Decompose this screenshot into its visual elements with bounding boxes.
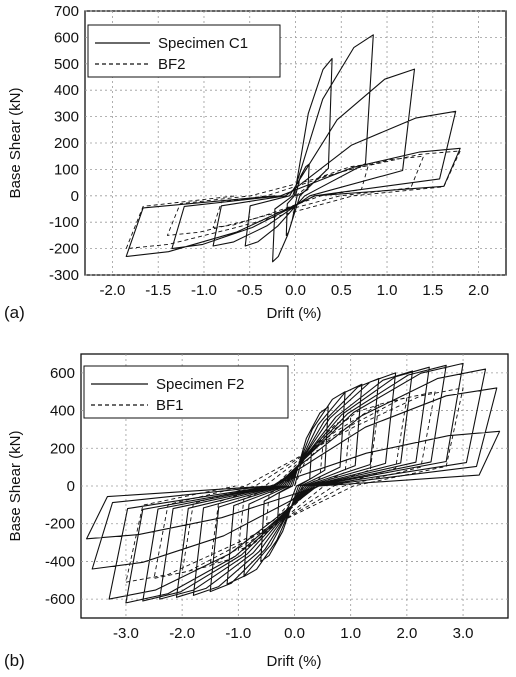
panel-tag-b: (b) (4, 651, 25, 670)
y-tick-label: -300 (49, 267, 79, 284)
x-tick-label: 3.0 (453, 625, 474, 642)
panel-b: -3.0 -2.0 -1.0 0.0 1.0 2.0 3.0 -600 -400 -200 0 200… (4, 353, 509, 670)
y-tick-label: 600 (54, 29, 79, 46)
y-axis-label: Base Shear (kN) (7, 88, 24, 199)
x-axis-label: Drift (%) (267, 653, 322, 670)
series-line-bf2 (125, 150, 461, 250)
panel-a: -2.0 -1.5 -1.0 -0.5 0.0 0.5 1.0 1.5 2.0 -300 -200 -… (4, 3, 507, 322)
x-tick-label: -3.0 (113, 625, 139, 642)
x-tick-label: 2.0 (396, 625, 417, 642)
x-tick-label: -1.5 (145, 282, 171, 299)
x-tick-label: -1.0 (225, 625, 251, 642)
x-tick-label: -1.0 (191, 282, 217, 299)
y-tick-label: -400 (45, 553, 75, 570)
x-tick-label: 1.0 (377, 282, 398, 299)
y-tick-label: -100 (49, 214, 79, 231)
y-tick-label: 200 (50, 440, 75, 457)
y-tick-label: 0 (67, 478, 75, 495)
y-tick-label: 600 (50, 365, 75, 382)
x-tick-label: 1.5 (422, 282, 443, 299)
y-tick-label: 200 (54, 135, 79, 152)
x-tick-label: 0.0 (284, 625, 305, 642)
y-tick-label: 400 (54, 82, 79, 99)
series-line-specimen-f2 (86, 362, 501, 604)
legend-box (83, 365, 289, 419)
x-tick-label: -2.0 (169, 625, 195, 642)
curves (125, 34, 461, 263)
y-tick-label: 300 (54, 109, 79, 126)
legend-entry-specimen-f2: Specimen F2 (156, 376, 244, 393)
series-line-specimen-c1 (125, 34, 461, 263)
x-tick-label: 1.0 (340, 625, 361, 642)
y-axis-label: Base Shear (kN) (7, 431, 24, 542)
legend: Specimen C1 BF2 (87, 24, 281, 78)
y-tick-label: 500 (54, 56, 79, 73)
curves (86, 362, 501, 604)
y-tick-label: 0 (71, 188, 79, 205)
x-tick-label: 0.0 (285, 282, 306, 299)
x-tick-label: 0.5 (331, 282, 352, 299)
x-tick-label: 2.0 (468, 282, 489, 299)
x-axis-label: Drift (%) (267, 305, 322, 322)
legend-entry-bf1: BF1 (156, 397, 184, 414)
legend-box (87, 24, 281, 78)
x-tick-label: -0.5 (237, 282, 263, 299)
tick-labels: -2.0 -1.5 -1.0 -0.5 0.0 0.5 1.0 1.5 2.0 -300 -200 -… (49, 3, 489, 299)
y-tick-label: 100 (54, 161, 79, 178)
x-tick-label: -2.0 (100, 282, 126, 299)
series-line-bf1 (125, 387, 464, 583)
y-tick-label: -200 (45, 516, 75, 533)
legend: Specimen F2 BF1 (83, 365, 289, 419)
y-tick-label: 700 (54, 3, 79, 20)
tick-labels: -3.0 -2.0 -1.0 0.0 1.0 2.0 3.0 -600 -400 -200 0 200… (45, 365, 474, 642)
legend-entry-specimen-c1: Specimen C1 (158, 35, 248, 52)
y-tick-label: -600 (45, 591, 75, 608)
panel-tag-a: (a) (4, 303, 25, 322)
legend-entry-bf2: BF2 (158, 56, 186, 73)
y-tick-label: -200 (49, 241, 79, 258)
y-tick-label: 400 (50, 403, 75, 420)
